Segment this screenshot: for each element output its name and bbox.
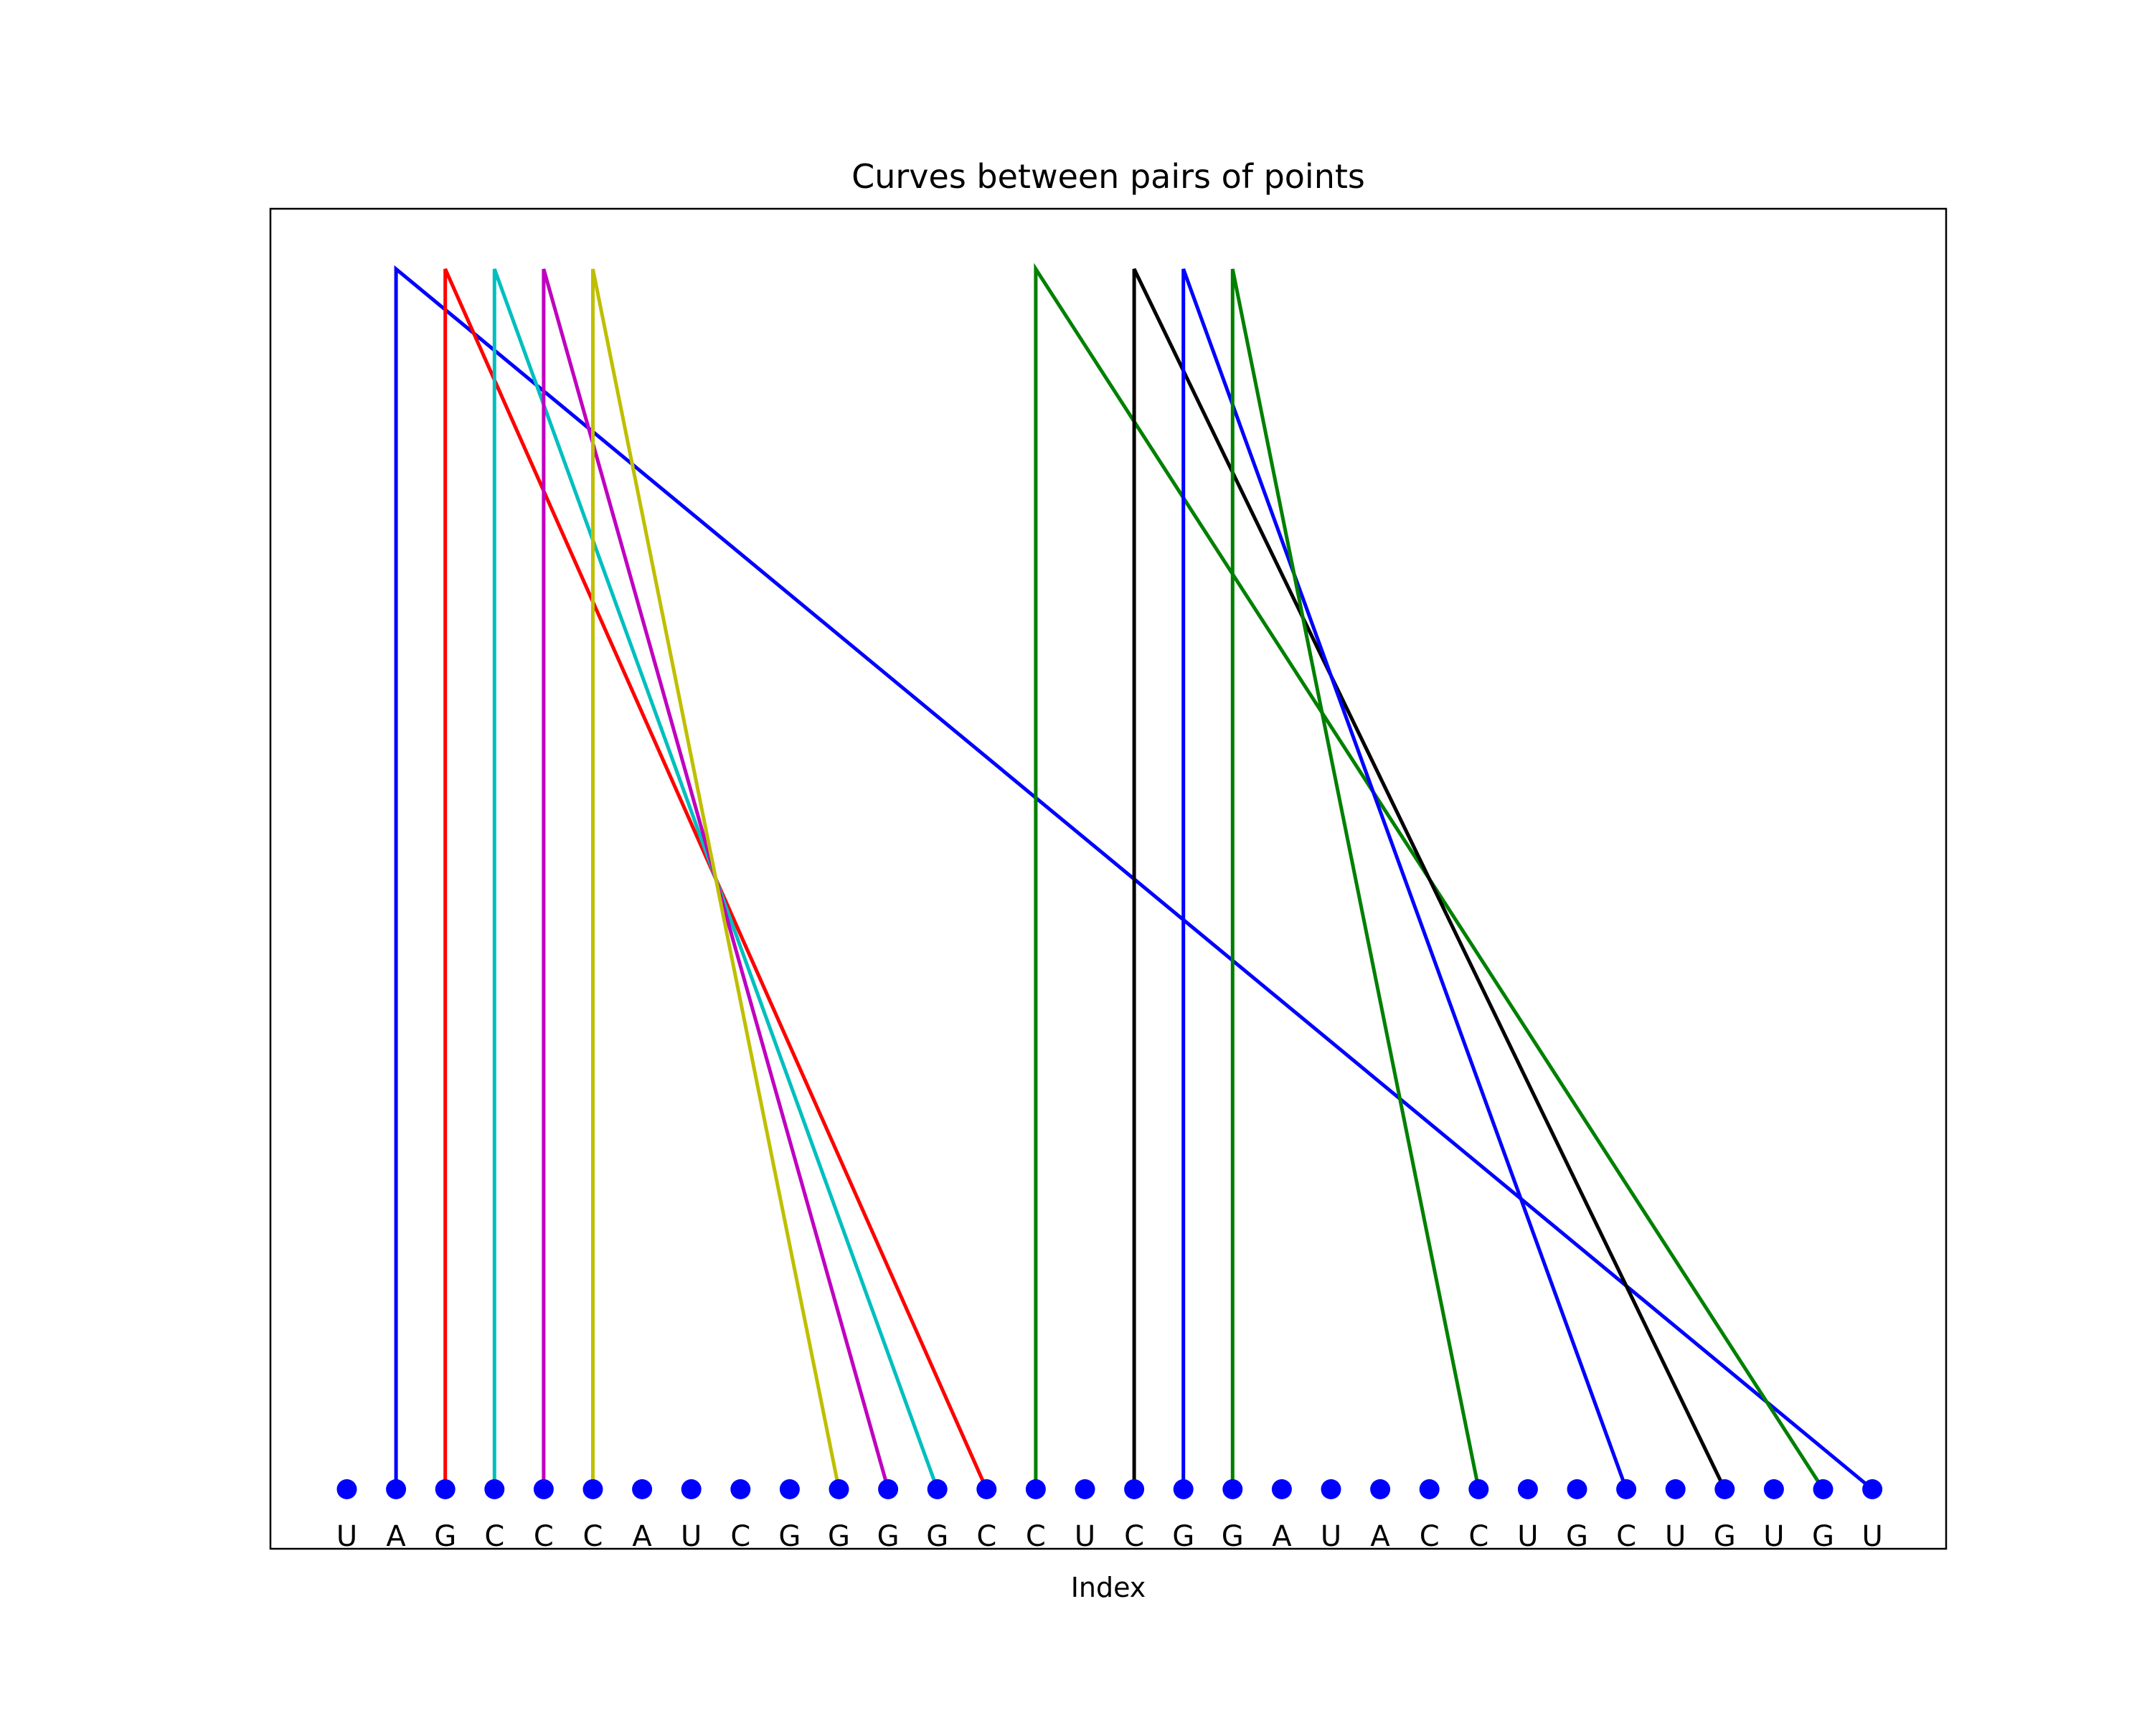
sequence-label-4: C bbox=[534, 1520, 554, 1553]
sequence-label-27: U bbox=[1665, 1520, 1686, 1553]
sequence-label-6: A bbox=[632, 1520, 652, 1553]
sequence-label-29: U bbox=[1763, 1520, 1784, 1553]
sequence-point-16 bbox=[1124, 1479, 1145, 1499]
chart-title: Curves between pairs of points bbox=[851, 157, 1365, 196]
sequence-label-0: U bbox=[336, 1520, 357, 1553]
sequence-point-18 bbox=[1222, 1479, 1243, 1499]
pair-line-3 bbox=[542, 268, 890, 1490]
sequence-label-7: U bbox=[681, 1520, 702, 1553]
x-axis-label: Index bbox=[1071, 1572, 1146, 1603]
pair-lines bbox=[394, 263, 1874, 1491]
sequence-points bbox=[336, 1479, 1883, 1499]
sequence-label-9: G bbox=[778, 1520, 801, 1553]
sequence-point-5 bbox=[582, 1479, 603, 1499]
sequence-point-24 bbox=[1517, 1479, 1538, 1499]
sequence-point-6 bbox=[632, 1479, 653, 1499]
sequence-point-12 bbox=[927, 1479, 948, 1499]
sequence-point-29 bbox=[1763, 1479, 1784, 1499]
sequence-label-13: C bbox=[976, 1520, 996, 1553]
sequence-point-19 bbox=[1271, 1479, 1292, 1499]
sequence-label-15: U bbox=[1075, 1520, 1095, 1553]
sequence-point-20 bbox=[1321, 1479, 1341, 1499]
pair-line-6 bbox=[1132, 268, 1727, 1491]
pair-line-1 bbox=[443, 268, 988, 1491]
sequence-point-2 bbox=[435, 1479, 456, 1499]
pair-line-7 bbox=[1181, 268, 1628, 1490]
sequence-label-24: U bbox=[1517, 1520, 1538, 1553]
pair-line-4 bbox=[591, 268, 841, 1490]
pair-line-0 bbox=[394, 265, 1874, 1491]
sequence-label-21: A bbox=[1370, 1520, 1390, 1553]
sequence-label-12: G bbox=[926, 1520, 948, 1553]
pair-line-8 bbox=[1230, 268, 1481, 1490]
sequence-label-14: C bbox=[1026, 1520, 1046, 1553]
pair-line-5 bbox=[1034, 263, 1825, 1491]
sequence-label-28: G bbox=[1714, 1520, 1736, 1553]
sequence-point-14 bbox=[1025, 1479, 1046, 1499]
sequence-point-17 bbox=[1173, 1479, 1194, 1499]
sequence-point-3 bbox=[484, 1479, 505, 1499]
sequence-point-22 bbox=[1419, 1479, 1440, 1499]
sequence-label-8: C bbox=[730, 1520, 750, 1553]
sequence-label-10: G bbox=[828, 1520, 850, 1553]
sequence-point-10 bbox=[829, 1479, 849, 1499]
sequence-point-27 bbox=[1665, 1479, 1686, 1499]
sequence-point-1 bbox=[386, 1479, 407, 1499]
sequence-point-30 bbox=[1813, 1479, 1834, 1499]
sequence-label-23: C bbox=[1468, 1520, 1488, 1553]
sequence-point-28 bbox=[1714, 1479, 1735, 1499]
sequence-label-11: G bbox=[877, 1520, 900, 1553]
sequence-point-4 bbox=[533, 1479, 554, 1499]
sequence-point-11 bbox=[878, 1479, 899, 1499]
sequence-label-22: C bbox=[1420, 1520, 1440, 1553]
sequence-point-26 bbox=[1616, 1479, 1637, 1499]
sequence-label-20: U bbox=[1321, 1520, 1341, 1553]
pair-line-2 bbox=[492, 268, 940, 1490]
plot-frame bbox=[269, 207, 1948, 1550]
sequence-label-16: C bbox=[1124, 1520, 1144, 1553]
sequence-point-8 bbox=[730, 1479, 751, 1499]
sequence-label-19: A bbox=[1272, 1520, 1292, 1553]
sequence-point-9 bbox=[779, 1479, 800, 1499]
sequence-point-13 bbox=[976, 1479, 997, 1499]
sequence-point-31 bbox=[1862, 1479, 1883, 1499]
sequence-label-17: G bbox=[1172, 1520, 1194, 1553]
sequence-label-26: C bbox=[1616, 1520, 1636, 1553]
sequence-point-23 bbox=[1468, 1479, 1489, 1499]
sequence-point-15 bbox=[1075, 1479, 1095, 1499]
sequence-label-31: U bbox=[1861, 1520, 1882, 1553]
sequence-label-2: G bbox=[434, 1520, 456, 1553]
sequence-label-30: G bbox=[1812, 1520, 1834, 1553]
sequence-point-0 bbox=[336, 1479, 357, 1499]
sequence-label-18: G bbox=[1222, 1520, 1244, 1553]
sequence-label-25: G bbox=[1566, 1520, 1588, 1553]
sequence-label-1: A bbox=[386, 1520, 406, 1553]
sequence-point-7 bbox=[681, 1479, 702, 1499]
sequence-label-5: C bbox=[583, 1520, 603, 1553]
sequence-point-25 bbox=[1567, 1479, 1587, 1499]
sequence-point-21 bbox=[1370, 1479, 1391, 1499]
sequence-label-3: C bbox=[484, 1520, 504, 1553]
